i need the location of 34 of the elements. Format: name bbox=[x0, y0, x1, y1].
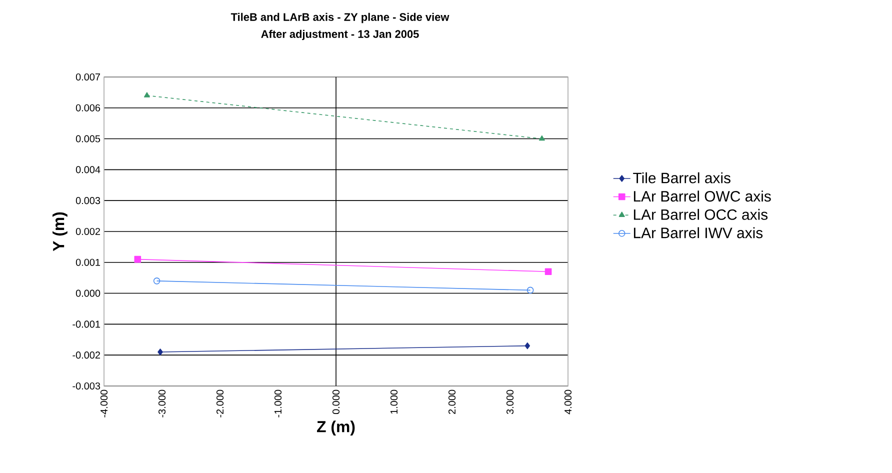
y-tick-label: 0.005 bbox=[76, 135, 100, 142]
y-tick-label: 0.004 bbox=[76, 166, 100, 174]
x-tick-label: -4.000 bbox=[100, 390, 108, 418]
x-tick-label: 1.000 bbox=[390, 390, 398, 414]
x-tick-label: 4.000 bbox=[564, 390, 572, 414]
y-tick-label: 0.006 bbox=[76, 104, 100, 112]
point bbox=[153, 278, 160, 284]
point bbox=[544, 268, 552, 276]
y-tick-label: 0.007 bbox=[76, 73, 100, 80]
y-tick-label: 0.000 bbox=[76, 290, 100, 297]
point bbox=[134, 256, 142, 263]
point bbox=[158, 348, 163, 356]
x-tick-label: -3.000 bbox=[158, 390, 166, 418]
y-tick-label: 0.002 bbox=[76, 228, 100, 236]
x-tick-label: 0.000 bbox=[332, 390, 340, 414]
x-tick-label: -2.000 bbox=[216, 390, 224, 418]
chart-title: TileB and LArB axis - ZY plane - Side view bbox=[230, 12, 450, 24]
y-tick-label: -0.001 bbox=[72, 320, 100, 328]
y-tick-label: -0.003 bbox=[72, 382, 100, 390]
x-tick-label: -1.000 bbox=[274, 390, 282, 418]
legend-label: Tile Barrel axis bbox=[633, 172, 730, 184]
legend-label: LAr Barrel IWV axis bbox=[634, 227, 763, 238]
y-tick-label: 0.003 bbox=[76, 197, 100, 204]
x-tick-label: 3.000 bbox=[506, 390, 514, 414]
y-tick-label: -0.002 bbox=[72, 352, 100, 359]
legend-label: LAr Barrel OCC axis bbox=[634, 208, 768, 220]
y-tick-label: 0.001 bbox=[76, 258, 100, 266]
x-axis-title: Z (m) bbox=[316, 420, 355, 436]
point bbox=[526, 286, 534, 294]
point bbox=[524, 342, 530, 350]
y-axis-title: Y (m) bbox=[52, 212, 68, 252]
chart-subtitle: After adjustment - 13 Jan 2005 bbox=[261, 30, 419, 40]
x-tick-label: 2.000 bbox=[448, 390, 456, 414]
legend-label: LAr Barrel OWC axis bbox=[634, 190, 771, 202]
